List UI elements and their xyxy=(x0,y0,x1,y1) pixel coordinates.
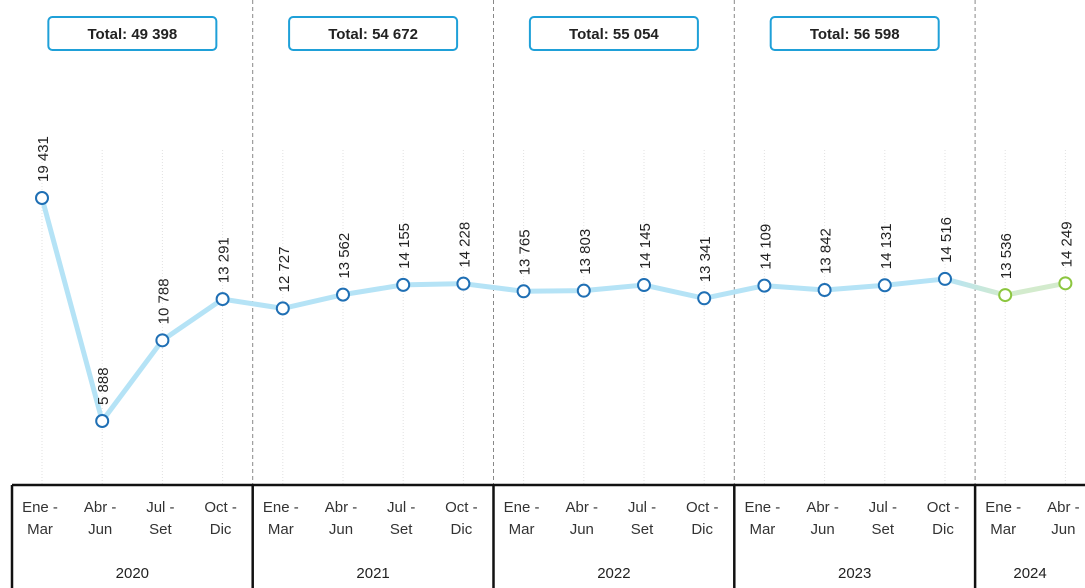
marker xyxy=(456,276,471,291)
x-tick-cell: Oct - Dic xyxy=(204,499,237,538)
year-label: 2024 xyxy=(1013,565,1046,582)
line-connector xyxy=(220,296,286,311)
value-label: 14 228 xyxy=(456,222,473,268)
total-box xyxy=(288,16,459,51)
x-tick-cell: Abr - Jun xyxy=(1047,499,1080,538)
x-tick-cell: Abr - Jun xyxy=(324,499,358,538)
marker xyxy=(275,301,290,316)
x-tick-cell: Oct - Dic xyxy=(926,499,960,538)
x-tick-cell: Abr - Jun xyxy=(83,499,117,538)
marker xyxy=(396,277,411,292)
x-tick-label: Oct - Dic xyxy=(445,499,478,538)
x-tick-cell: Jul - Set xyxy=(627,499,657,538)
value-label: 13 536 xyxy=(998,233,1015,279)
year-label: 2022 xyxy=(597,565,630,582)
value-label: 14 516 xyxy=(938,217,955,263)
value-label: 14 249 xyxy=(1058,221,1075,267)
line-connector xyxy=(460,281,527,294)
marker xyxy=(998,288,1013,303)
total-box xyxy=(528,16,699,51)
marker xyxy=(155,333,170,348)
x-tick-label: Oct - Dic xyxy=(685,499,719,538)
marker xyxy=(576,283,591,298)
line-connector xyxy=(942,276,1008,298)
year-label: 2021 xyxy=(356,565,389,582)
value-label: 13 765 xyxy=(517,229,534,275)
x-tick-label: Abr - Jun xyxy=(1047,499,1080,538)
value-label: 10 788 xyxy=(155,278,172,324)
x-tick-label: Ene - Mar xyxy=(744,499,781,538)
x-tick-label: Ene - Mar xyxy=(262,499,299,538)
value-label: 14 155 xyxy=(396,223,413,269)
value-label: 14 145 xyxy=(637,223,654,269)
total-label: Total: 55 054 xyxy=(569,26,659,43)
grid-layer xyxy=(41,0,1066,485)
value-label: 13 842 xyxy=(818,228,835,274)
marker xyxy=(95,414,110,428)
line xyxy=(282,281,464,311)
x-tick-label: Oct - Dic xyxy=(204,499,237,538)
total-label: Total: 54 672 xyxy=(328,26,418,43)
x-tick-label: Jul - Set xyxy=(627,499,657,538)
marker xyxy=(516,284,531,299)
x-tick-label: Oct - Dic xyxy=(926,499,960,538)
x-tick-cell: Oct - Dic xyxy=(685,499,719,538)
x-tick-label: Abr - Jun xyxy=(83,499,117,538)
x-tick-cell: Ene - Mar xyxy=(262,499,299,538)
x-tick-cell: Ene - Mar xyxy=(985,499,1022,538)
total-label: Total: 56 598 xyxy=(810,26,900,43)
value-label: 13 803 xyxy=(577,229,594,275)
value-label: 14 131 xyxy=(878,223,895,269)
marker xyxy=(757,278,772,293)
value-label: 13 341 xyxy=(697,236,714,282)
x-tick-cell: Oct - Dic xyxy=(445,499,478,538)
marker xyxy=(697,291,712,306)
x-tick-label: Jul - Set xyxy=(387,499,416,538)
x-tick-label: Ene - Mar xyxy=(985,499,1022,538)
marker xyxy=(336,287,350,302)
line xyxy=(1004,280,1066,298)
x-tick-label: Ene - Mar xyxy=(503,499,540,538)
x-tick-cell: Ene - Mar xyxy=(503,499,540,538)
value-label: 13 291 xyxy=(216,237,233,283)
marker xyxy=(637,278,651,293)
x-tick-label: Abr - Jun xyxy=(806,499,839,538)
value-label: 19 431 xyxy=(35,136,52,182)
line xyxy=(764,276,946,293)
marker xyxy=(215,292,230,307)
total-label: Total: 49 398 xyxy=(87,26,177,43)
total-box xyxy=(769,16,940,51)
line-connector xyxy=(701,283,767,301)
x-tick-cell: Abr - Jun xyxy=(565,499,599,538)
x-tick-cell: Jul - Set xyxy=(146,499,175,538)
x-tick-cell: Abr - Jun xyxy=(806,499,839,538)
line xyxy=(523,282,705,301)
marker xyxy=(938,271,952,286)
x-tick-label: Ene - Mar xyxy=(22,499,58,538)
x-tick-label: Abr - Jun xyxy=(324,499,358,538)
marker xyxy=(1058,276,1073,291)
line xyxy=(39,197,225,424)
marker xyxy=(817,283,832,298)
value-label: 14 109 xyxy=(757,224,774,270)
total-box xyxy=(47,16,218,51)
marker xyxy=(35,191,49,205)
x-tick-label: Jul - Set xyxy=(868,499,897,538)
x-tick-label: Jul - Set xyxy=(146,499,175,538)
x-tick-label: Abr - Jun xyxy=(565,499,599,538)
value-label: 5 888 xyxy=(95,367,112,405)
line-layer xyxy=(39,197,1066,424)
x-tick-cell: Jul - Set xyxy=(387,499,416,538)
x-tick-cell: Ene - Mar xyxy=(22,499,58,538)
year-label: 2020 xyxy=(116,565,149,582)
year-label: 2023 xyxy=(838,565,871,582)
marker-layer xyxy=(35,191,1073,428)
marker xyxy=(877,278,892,293)
x-tick-cell: Ene - Mar xyxy=(744,499,781,538)
value-label: 12 727 xyxy=(276,246,293,292)
value-label: 13 562 xyxy=(336,233,353,279)
x-tick-cell: Jul - Set xyxy=(868,499,897,538)
